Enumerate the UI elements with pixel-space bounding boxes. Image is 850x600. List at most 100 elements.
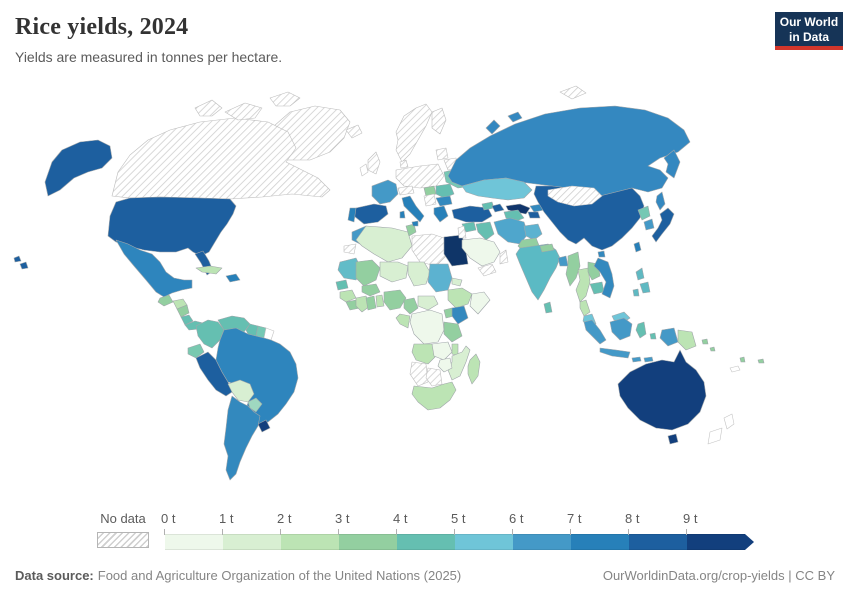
country-afghanistan[interactable] bbox=[523, 223, 543, 241]
country-greece[interactable] bbox=[433, 205, 449, 223]
legend-bin[interactable] bbox=[280, 529, 339, 550]
country-solomon-2[interactable] bbox=[709, 346, 716, 352]
country-canada-arctic-1[interactable] bbox=[224, 102, 263, 121]
country-java[interactable] bbox=[599, 347, 631, 359]
country-kamchatka[interactable] bbox=[663, 149, 681, 179]
country-brazil[interactable] bbox=[215, 327, 299, 427]
country-fiji[interactable] bbox=[757, 358, 765, 364]
owid-logo[interactable]: Our World in Data bbox=[775, 12, 843, 50]
legend-bin[interactable] bbox=[396, 529, 455, 550]
no-data-swatch[interactable] bbox=[97, 532, 149, 548]
footer-link[interactable]: OurWorldinData.org/crop-yields | CC BY bbox=[602, 568, 835, 583]
country-senegal[interactable] bbox=[335, 279, 349, 291]
country-bangladesh[interactable] bbox=[557, 255, 569, 267]
country-tasmania[interactable] bbox=[667, 433, 679, 445]
country-ireland[interactable] bbox=[359, 163, 369, 177]
country-maluku[interactable] bbox=[649, 332, 657, 340]
country-canada-arctic-2[interactable] bbox=[269, 91, 301, 107]
country-sri-lanka[interactable] bbox=[543, 301, 553, 314]
country-romania[interactable] bbox=[435, 183, 455, 199]
country-taiwan[interactable] bbox=[633, 241, 642, 253]
country-central-african-republic[interactable] bbox=[417, 295, 439, 311]
country-philippines-3[interactable] bbox=[632, 288, 640, 297]
country-hawaii-2[interactable] bbox=[19, 261, 29, 270]
country-sicily[interactable] bbox=[411, 220, 419, 227]
country-ghana[interactable] bbox=[365, 295, 377, 311]
country-niger[interactable] bbox=[379, 261, 409, 283]
legend-bin[interactable] bbox=[686, 529, 745, 550]
country-uzbekistan[interactable] bbox=[505, 203, 531, 215]
legend-bin[interactable] bbox=[222, 529, 281, 550]
country-somalia[interactable] bbox=[469, 291, 491, 315]
country-namibia[interactable] bbox=[409, 361, 429, 387]
country-botswana[interactable] bbox=[425, 367, 443, 387]
country-oman[interactable] bbox=[499, 249, 509, 265]
legend-bin[interactable] bbox=[628, 529, 687, 550]
country-iran[interactable] bbox=[493, 217, 529, 245]
country-papua-indonesia[interactable] bbox=[659, 327, 679, 347]
country-mexico[interactable] bbox=[115, 239, 193, 298]
country-norway-sweden[interactable] bbox=[395, 103, 433, 163]
country-argentina[interactable] bbox=[223, 395, 261, 481]
country-nz-south[interactable] bbox=[707, 427, 723, 445]
country-novaya-zemlya[interactable] bbox=[485, 119, 501, 135]
country-sulawesi[interactable] bbox=[635, 321, 647, 339]
country-togo-benin[interactable] bbox=[375, 294, 385, 308]
country-svalbard[interactable] bbox=[559, 85, 587, 100]
legend-no-data[interactable]: No data bbox=[97, 511, 149, 548]
country-eritrea[interactable] bbox=[451, 277, 463, 287]
legend-bin[interactable] bbox=[164, 529, 223, 550]
country-balkans[interactable] bbox=[423, 193, 437, 207]
country-zimbabwe[interactable] bbox=[437, 357, 453, 373]
country-sudan[interactable] bbox=[427, 263, 453, 293]
country-myanmar[interactable] bbox=[565, 251, 581, 287]
country-uruguay[interactable] bbox=[257, 419, 271, 433]
country-hispaniola[interactable] bbox=[225, 273, 241, 283]
country-italy[interactable] bbox=[401, 195, 425, 223]
country-ecuador[interactable] bbox=[187, 343, 205, 359]
country-philippines-1[interactable] bbox=[635, 267, 645, 281]
country-tajikistan[interactable] bbox=[527, 211, 541, 219]
country-solomon-1[interactable] bbox=[701, 338, 709, 345]
country-severnaya[interactable] bbox=[507, 111, 523, 123]
country-nepal[interactable] bbox=[539, 243, 555, 253]
country-nz-north[interactable] bbox=[723, 413, 735, 430]
country-denmark[interactable] bbox=[399, 159, 409, 169]
country-sakhalin[interactable] bbox=[655, 191, 666, 211]
country-portugal[interactable] bbox=[347, 207, 357, 223]
country-costa-rica[interactable] bbox=[180, 314, 194, 326]
country-mali[interactable] bbox=[355, 259, 381, 287]
legend-bin[interactable] bbox=[454, 529, 513, 550]
country-finland[interactable] bbox=[431, 107, 447, 135]
country-australia[interactable] bbox=[617, 349, 707, 431]
country-south-africa[interactable] bbox=[411, 381, 457, 411]
country-hawaii-1[interactable] bbox=[13, 255, 22, 263]
country-mongolia[interactable] bbox=[547, 185, 603, 207]
country-chad[interactable] bbox=[407, 261, 431, 287]
country-saudi-arabia[interactable] bbox=[461, 237, 501, 267]
country-libya[interactable] bbox=[411, 233, 447, 267]
country-south-korea[interactable] bbox=[643, 218, 655, 231]
country-zambia[interactable] bbox=[431, 341, 453, 361]
country-thailand[interactable] bbox=[575, 267, 591, 303]
country-ethiopia[interactable] bbox=[447, 287, 473, 309]
country-bulgaria[interactable] bbox=[435, 195, 453, 207]
country-philippines-2[interactable] bbox=[639, 281, 651, 294]
country-bolivia[interactable] bbox=[227, 379, 255, 403]
country-burkina-faso[interactable] bbox=[361, 283, 381, 297]
country-algeria[interactable] bbox=[355, 225, 413, 263]
country-vietnam[interactable] bbox=[593, 257, 615, 299]
legend-bin[interactable] bbox=[338, 529, 397, 550]
country-canada-arctic-3[interactable] bbox=[194, 99, 223, 117]
country-cuba[interactable] bbox=[195, 265, 223, 275]
country-baltics[interactable] bbox=[435, 147, 449, 161]
country-paraguay[interactable] bbox=[247, 397, 263, 413]
country-nicaragua[interactable] bbox=[176, 304, 190, 318]
country-sumatra[interactable] bbox=[583, 319, 607, 345]
country-papua-new-guinea[interactable] bbox=[677, 329, 697, 351]
country-yemen[interactable] bbox=[477, 263, 497, 277]
country-thai-peninsula[interactable] bbox=[579, 299, 591, 317]
country-tanzania[interactable] bbox=[443, 321, 463, 343]
country-hainan[interactable] bbox=[597, 250, 606, 258]
country-drc[interactable] bbox=[409, 309, 445, 345]
